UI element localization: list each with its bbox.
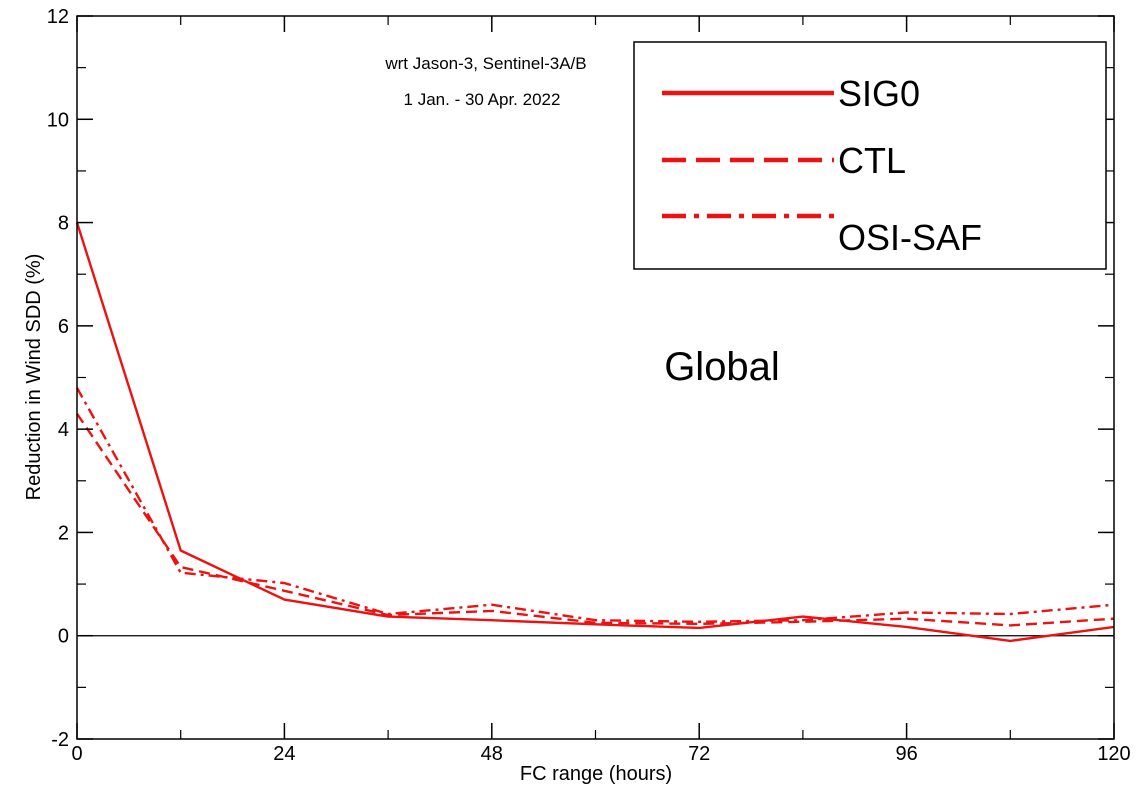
x-tick-label: 0 [71,743,82,765]
y-tick-label: 6 [58,316,69,338]
annotation-reference: wrt Jason-3, Sentinel-3A/B [384,54,586,73]
x-tick-label: 72 [688,743,710,765]
y-tick-label: 8 [58,213,69,235]
legend-label-ctl: CTL [838,140,906,181]
legend-label-osi-saf: OSI-SAF [838,217,982,258]
y-tick-label: 2 [58,522,69,544]
y-axis-ticks: -2 0 2 4 6 8 10 12 [47,6,1114,751]
series-line-ctl [76,412,1115,627]
legend-label-sig0: SIG0 [838,73,920,114]
y-tick-label: 4 [58,419,69,441]
x-tick-label: 24 [273,743,295,765]
x-tick-label: 48 [481,743,503,765]
x-tick-label: 96 [895,743,917,765]
legend: SIG0 CTL OSI-SAF [633,41,1107,270]
annotation-period: 1 Jan. - 30 Apr. 2022 [404,90,561,109]
series-lines [75,222,1115,643]
x-axis-title: FC range (hours) [520,763,672,785]
series-line-osi-saf [75,387,1115,623]
x-tick-label: 120 [1097,743,1130,765]
y-tick-label: 10 [47,109,69,131]
region-label: Global [664,345,780,389]
y-tick-label: 0 [58,626,69,648]
y-tick-label: -2 [51,729,69,751]
x-axis-ticks: 0 24 48 72 96 120 [71,16,1131,765]
plot-frame [76,15,1115,740]
y-axis-title: Reduction in Wind SDD (%) [23,254,45,501]
legend-box [633,41,1107,270]
y-tick-label: 12 [47,6,69,28]
